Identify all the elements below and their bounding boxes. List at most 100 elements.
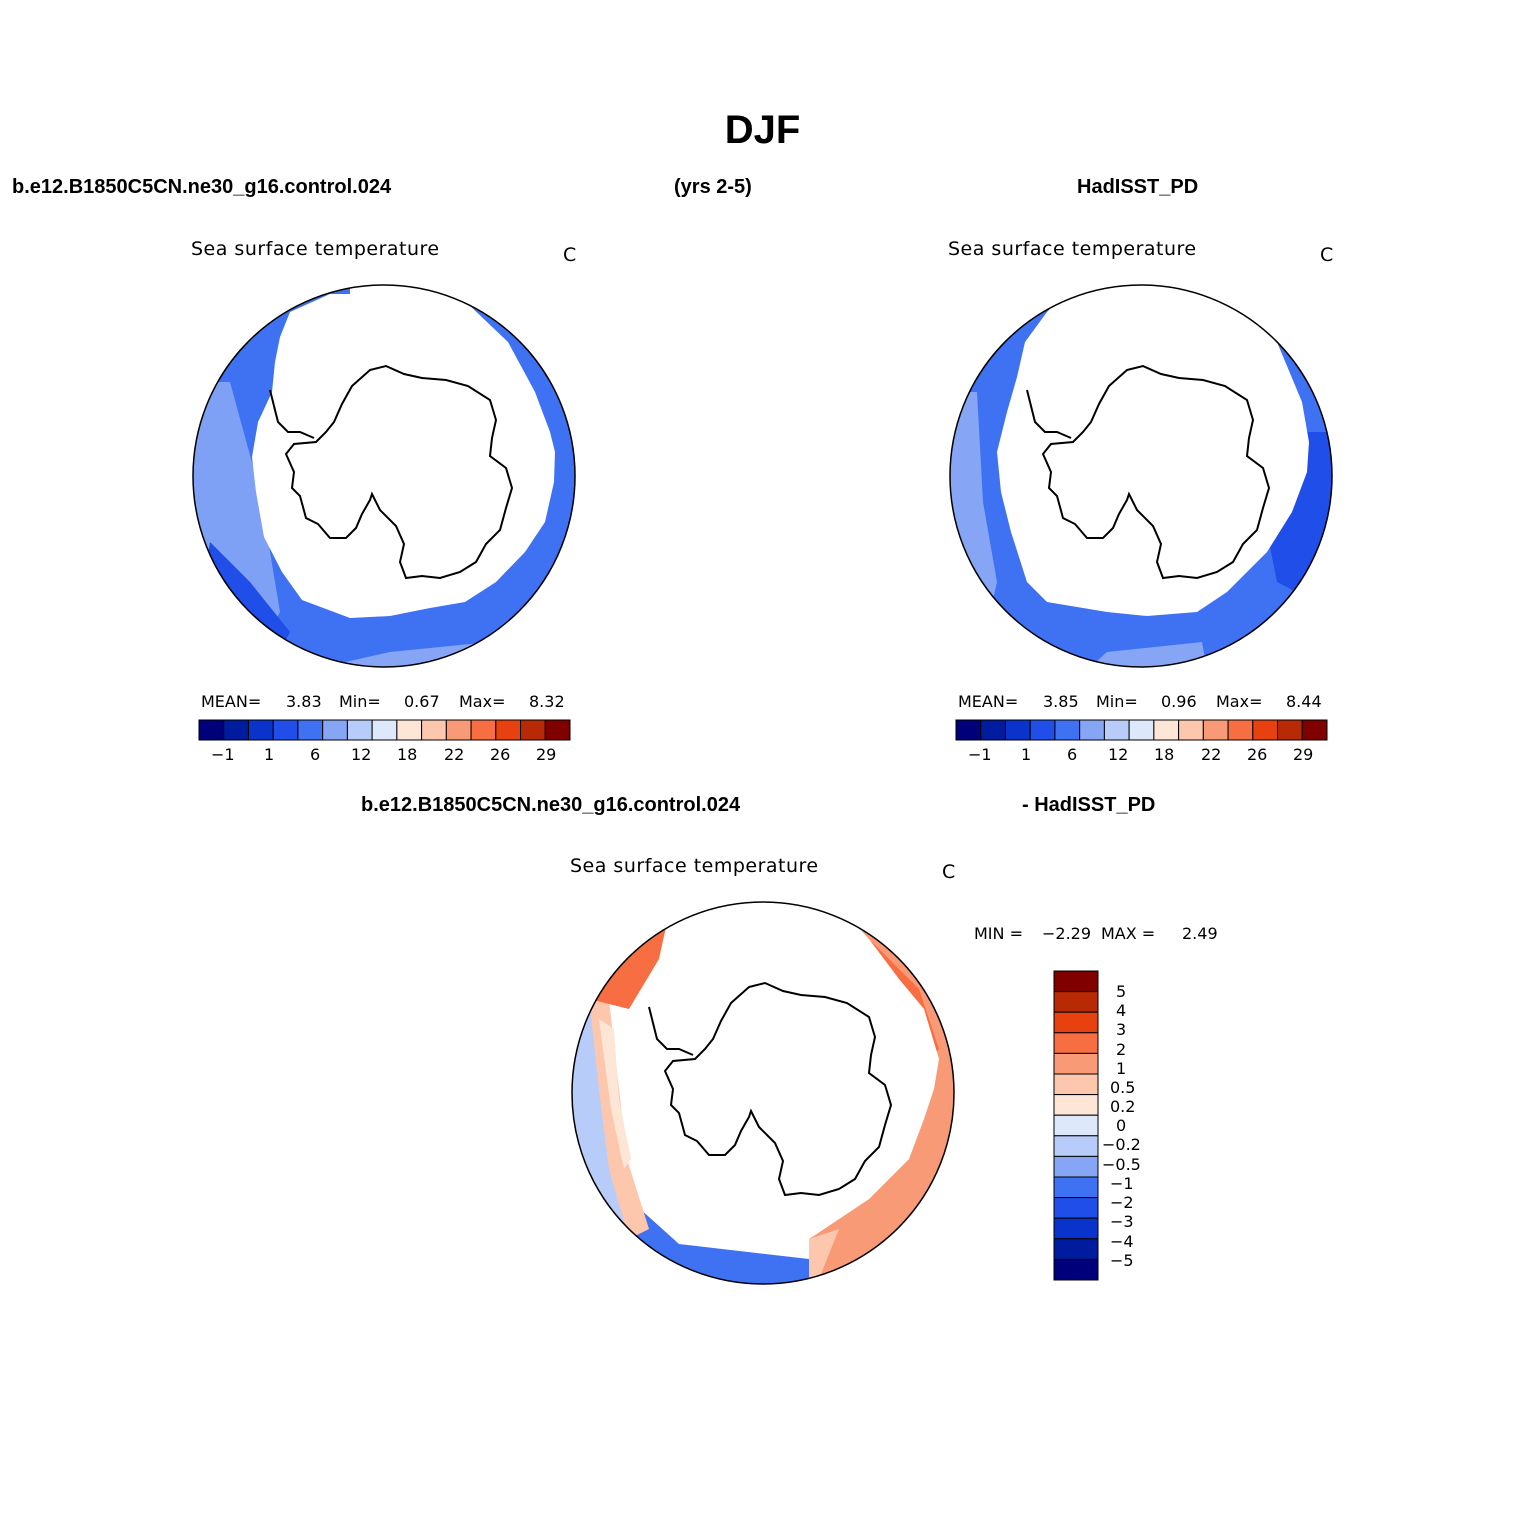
colorbar-swatch — [955, 719, 982, 741]
model-max-label: Max= — [459, 692, 506, 711]
diff-max-value: 2.49 — [1182, 924, 1218, 943]
colorbar-swatch — [1079, 719, 1105, 741]
model-colorbar-tick: 22 — [444, 745, 465, 764]
diff-colorbar-tick: −4 — [1110, 1232, 1134, 1251]
obs-colorbar-tick: 1 — [1021, 745, 1032, 764]
figure-title: DJF — [724, 108, 801, 152]
colorbar-swatch — [297, 719, 324, 741]
colorbar-swatch — [1053, 1032, 1099, 1054]
colorbar-swatch — [1053, 1011, 1099, 1034]
model-colorbar-tick: 18 — [397, 745, 418, 764]
diff-colorbar-tick: 0 — [1116, 1116, 1127, 1135]
obs-colorbar — [955, 719, 1328, 741]
diff-colorbar — [1053, 970, 1099, 1281]
obs-mean-label: MEAN= — [958, 692, 1019, 711]
colorbar-swatch — [1053, 1176, 1099, 1199]
diff-colorbar-tick: −0.5 — [1102, 1155, 1141, 1174]
obs-units-label: C — [1320, 244, 1334, 266]
diff-colorbar-tick: −3 — [1110, 1212, 1134, 1231]
obs-colorbar-tick: 29 — [1293, 745, 1314, 764]
colorbar-swatch — [1053, 1073, 1099, 1096]
diff-case-header: b.e12.B1850C5CN.ne30_g16.control.024 — [361, 794, 741, 816]
model-colorbar-tick: −1 — [211, 745, 235, 764]
diff-colorbar-tick: 4 — [1116, 1001, 1127, 1020]
model-colorbar — [198, 719, 571, 741]
years-header: (yrs 2-5) — [674, 176, 752, 198]
colorbar-swatch — [1053, 1217, 1099, 1240]
colorbar-swatch — [1053, 1094, 1099, 1116]
model-colorbar-tick: 1 — [264, 745, 275, 764]
diff-ice-mask — [624, 903, 939, 1239]
colorbar-swatch — [1053, 1052, 1099, 1075]
colorbar-swatch — [1277, 719, 1303, 741]
model-colorbar-tick: 29 — [536, 745, 557, 764]
obs-variable-label: Sea surface temperature — [948, 238, 1197, 260]
colorbar-swatch — [1053, 1135, 1099, 1157]
colorbar-swatch — [247, 719, 274, 741]
diff-min-label: MIN = — [974, 924, 1023, 943]
obs-colorbar-tick: 12 — [1108, 745, 1129, 764]
colorbar-swatch — [1252, 719, 1279, 741]
obs-min-value: 0.96 — [1161, 692, 1197, 711]
diff-max-label: MAX = — [1101, 924, 1156, 943]
colorbar-swatch — [495, 719, 522, 741]
colorbar-swatch — [396, 719, 423, 741]
colorbar-swatch — [223, 719, 249, 741]
colorbar-swatch — [445, 719, 472, 741]
diff-polar-map — [571, 901, 955, 1285]
model-min-label: Min= — [339, 692, 381, 711]
model-antarctica-outline — [284, 364, 514, 580]
obs-polar-map — [949, 284, 1333, 668]
colorbar-swatch — [1054, 719, 1081, 741]
model-colorbar-tick: 26 — [490, 745, 511, 764]
model-units-label: C — [563, 244, 577, 266]
obs-mean-value: 3.85 — [1043, 692, 1079, 711]
model-polar-map — [192, 284, 576, 668]
colorbar-swatch — [1053, 1258, 1099, 1281]
obs-colorbar-tick: 6 — [1067, 745, 1078, 764]
colorbar-swatch — [346, 719, 373, 741]
obs-colorbar-tick: 22 — [1201, 745, 1222, 764]
diff-colorbar-tick: 1 — [1116, 1059, 1127, 1078]
model-variable-label: Sea surface temperature — [191, 238, 440, 260]
model-max-value: 8.32 — [529, 692, 565, 711]
diff-units-label: C — [942, 861, 956, 883]
model-min-value: 0.67 — [404, 692, 440, 711]
model-mean-value: 3.83 — [286, 692, 322, 711]
diff-colorbar-tick: −5 — [1110, 1251, 1134, 1270]
diff-colorbar-tick: 0.5 — [1110, 1078, 1136, 1097]
colorbar-swatch — [1178, 719, 1204, 741]
obs-max-label: Max= — [1216, 692, 1263, 711]
colorbar-swatch — [322, 719, 348, 741]
colorbar-swatch — [1301, 719, 1328, 741]
obs-colorbar-tick: 18 — [1154, 745, 1175, 764]
colorbar-swatch — [1004, 719, 1031, 741]
diff-colorbar-tick: 2 — [1116, 1040, 1127, 1059]
diff-colorbar-tick: −0.2 — [1102, 1135, 1141, 1154]
colorbar-swatch — [371, 719, 398, 741]
model-colorbar-tick: 12 — [351, 745, 372, 764]
colorbar-swatch — [1053, 1155, 1099, 1178]
model-colorbar-tick: 6 — [310, 745, 321, 764]
obs-colorbar-tick: −1 — [968, 745, 992, 764]
obs-ice-mask — [997, 285, 1309, 616]
diff-colorbar-tick: 0.2 — [1110, 1097, 1136, 1116]
colorbar-swatch — [520, 719, 546, 741]
colorbar-swatch — [198, 719, 225, 741]
diff-variable-label: Sea surface temperature — [570, 855, 819, 877]
diff-colorbar-tick: 3 — [1116, 1020, 1127, 1039]
obs-name-header: HadISST_PD — [1077, 176, 1199, 198]
colorbar-swatch — [1227, 719, 1254, 741]
diff-obs-header: - HadISST_PD — [1022, 794, 1156, 816]
colorbar-swatch — [544, 719, 571, 741]
obs-colorbar-tick: 26 — [1247, 745, 1268, 764]
colorbar-swatch — [1153, 719, 1180, 741]
diff-colorbar-tick: −1 — [1110, 1174, 1134, 1193]
colorbar-swatch — [1053, 1238, 1099, 1260]
colorbar-swatch — [1053, 1197, 1099, 1219]
diff-colorbar-tick: 5 — [1116, 982, 1127, 1001]
colorbar-swatch — [1053, 970, 1099, 993]
case-name-header: b.e12.B1850C5CN.ne30_g16.control.024 — [12, 176, 392, 198]
colorbar-swatch — [1053, 991, 1099, 1013]
colorbar-swatch — [1029, 719, 1056, 741]
